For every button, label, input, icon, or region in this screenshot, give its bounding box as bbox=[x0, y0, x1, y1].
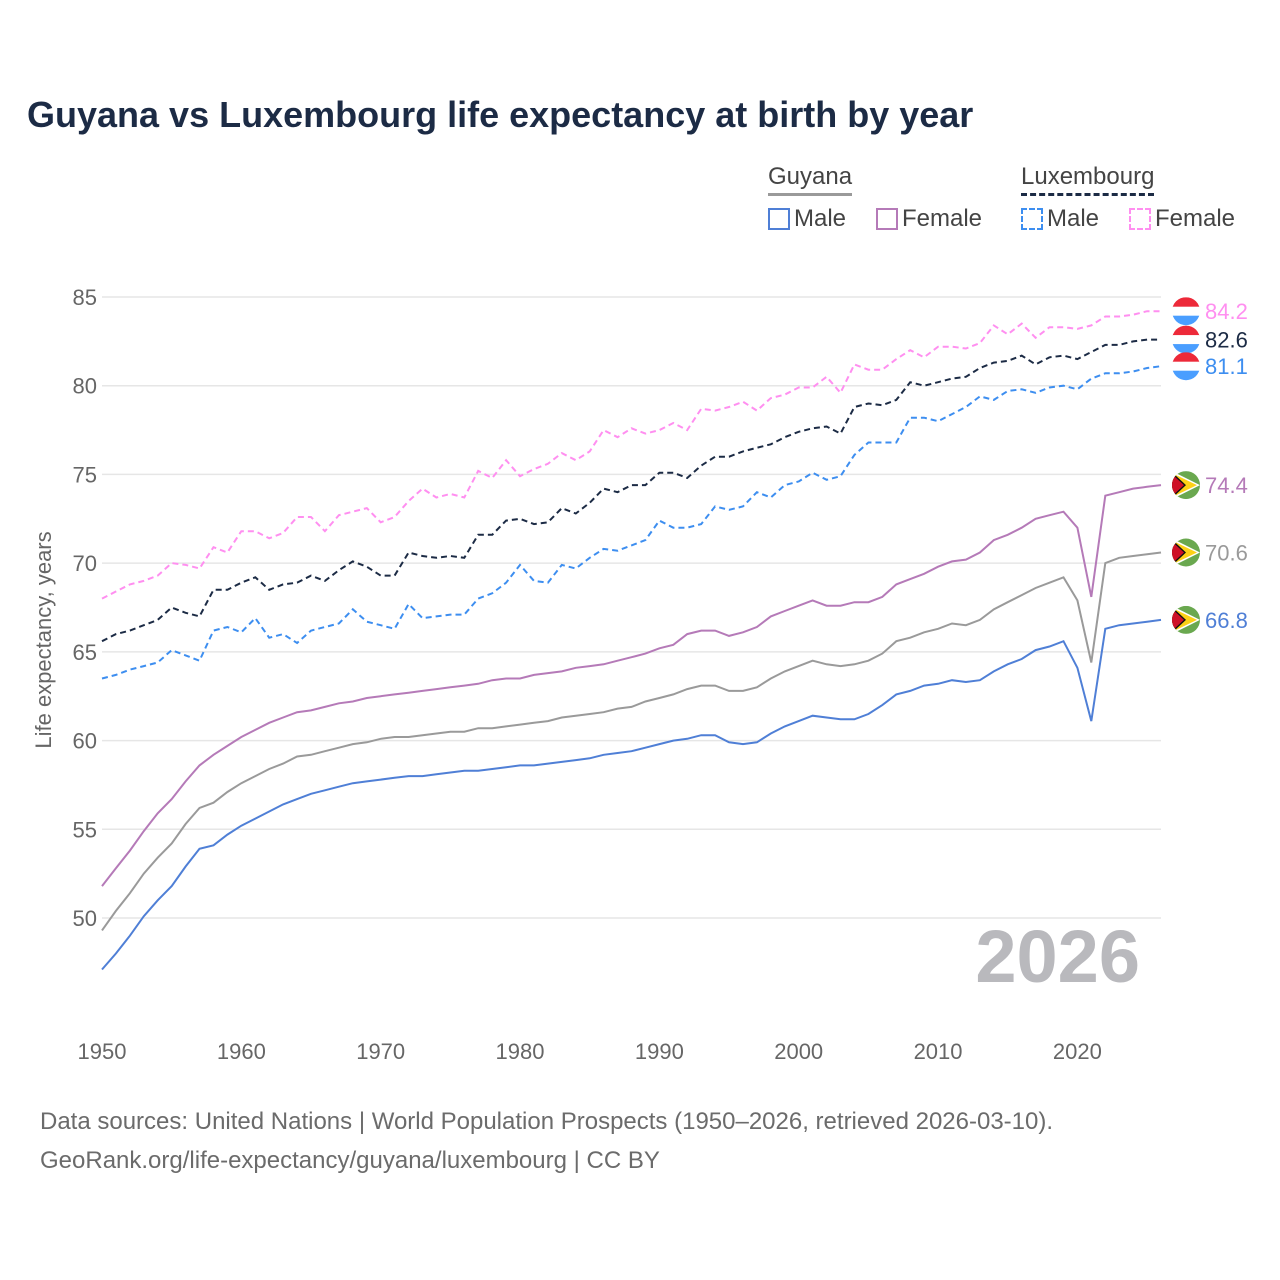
legend-guyana-header: Guyana bbox=[768, 163, 853, 196]
legend-swatch bbox=[1129, 208, 1151, 230]
y-tick-label: 55 bbox=[73, 817, 97, 842]
legend-luxembourg-header: Luxembourg bbox=[1021, 163, 1155, 196]
legend-guyana-male[interactable]: Male bbox=[768, 205, 846, 233]
y-tick-label: 80 bbox=[73, 374, 97, 399]
end-value-label: 70.6 bbox=[1205, 540, 1248, 565]
series-line-guyana-female[interactable] bbox=[101, 484, 1162, 887]
legend-label: Female bbox=[902, 205, 983, 232]
legend-label: Female bbox=[1155, 205, 1236, 232]
footer-link[interactable]: GeoRank.org/life-expectancy/guyana/luxem… bbox=[40, 1147, 660, 1174]
x-tick-label: 2000 bbox=[774, 1039, 823, 1064]
legend-guyana-female[interactable]: Female bbox=[876, 205, 982, 233]
legend-swatch bbox=[876, 208, 898, 230]
guyana-flag-icon bbox=[1172, 605, 1200, 634]
y-tick-label: 70 bbox=[73, 551, 97, 576]
end-value-label: 74.4 bbox=[1205, 473, 1248, 498]
legend-luxembourg-male[interactable]: Male bbox=[1021, 205, 1099, 233]
x-tick-label: 1990 bbox=[635, 1039, 684, 1064]
end-value-label: 81.1 bbox=[1205, 354, 1248, 379]
series-line-luxembourg[interactable] bbox=[101, 338, 1161, 643]
series-line-luxembourg-male[interactable] bbox=[101, 365, 1162, 680]
footer-source: Data sources: United Nations | World Pop… bbox=[40, 1108, 1054, 1135]
legend-label: Male bbox=[794, 205, 847, 232]
y-tick-label: 75 bbox=[73, 462, 97, 487]
luxembourg-flag-icon bbox=[1172, 352, 1200, 381]
y-tick-label: 50 bbox=[73, 906, 97, 931]
x-tick-label: 1960 bbox=[217, 1039, 266, 1064]
y-tick-label: 60 bbox=[73, 729, 97, 754]
x-tick-label: 1980 bbox=[496, 1039, 545, 1064]
legend-label: Male bbox=[1047, 205, 1100, 232]
legend-luxembourg-female[interactable]: Female bbox=[1129, 205, 1235, 233]
y-axis-label: Life expectancy, years bbox=[31, 531, 56, 748]
series-line-guyana-male[interactable] bbox=[101, 618, 1162, 971]
end-value-label: 82.6 bbox=[1205, 328, 1248, 353]
x-tick-label: 1970 bbox=[356, 1039, 405, 1064]
x-tick-label: 2010 bbox=[914, 1039, 963, 1064]
series-line-guyana[interactable] bbox=[101, 551, 1162, 931]
x-tick-label: 1950 bbox=[78, 1039, 127, 1064]
series-line-luxembourg-female[interactable] bbox=[101, 310, 1161, 600]
y-tick-label: 85 bbox=[73, 285, 97, 310]
legend-swatch bbox=[1021, 208, 1043, 230]
end-value-label: 66.8 bbox=[1205, 608, 1248, 633]
guyana-flag-icon bbox=[1172, 471, 1200, 500]
end-value-label: 84.2 bbox=[1205, 299, 1248, 324]
y-tick-label: 65 bbox=[73, 640, 97, 665]
luxembourg-flag-icon bbox=[1172, 325, 1200, 354]
year-watermark: 2026 bbox=[975, 915, 1140, 998]
guyana-flag-icon bbox=[1172, 538, 1200, 567]
chart-title: Guyana vs Luxembourg life expectancy at … bbox=[27, 94, 974, 135]
luxembourg-flag-icon bbox=[1172, 297, 1200, 326]
x-tick-label: 2020 bbox=[1053, 1039, 1102, 1064]
legend-swatch bbox=[768, 208, 790, 230]
